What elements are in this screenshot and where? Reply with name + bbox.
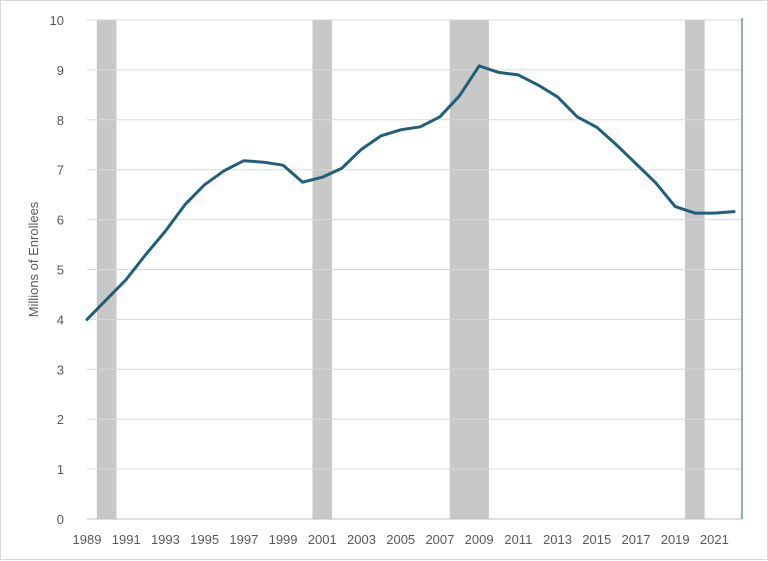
y-axis-ticks: 0 1 2 3 4 5 6 7 8 9 10	[50, 13, 64, 527]
x-tick-label-2011: 2011	[504, 532, 532, 547]
x-tick-label-1989: 1989	[73, 532, 102, 547]
x-tick-label-2005: 2005	[386, 532, 415, 547]
x-tick-label-2013: 2013	[543, 532, 572, 547]
y-tick-label-7: 7	[57, 163, 64, 178]
y-tick-label-10: 10	[50, 13, 64, 28]
x-tick-label-2021: 2021	[700, 532, 729, 547]
y-tick-label-3: 3	[57, 362, 64, 377]
x-tick-label-1991: 1991	[112, 532, 141, 547]
x-tick-label-1997: 1997	[229, 532, 258, 547]
x-tick-label-2015: 2015	[582, 532, 611, 547]
y-tick-label-0: 0	[57, 512, 64, 527]
y-tick-label-1: 1	[57, 462, 64, 477]
series-line-enrollees	[85, 64, 736, 321]
axes	[87, 18, 743, 520]
x-tick-label-2017: 2017	[622, 532, 651, 547]
x-tick-label-1993: 1993	[151, 532, 180, 547]
x-tick-label-2009: 2009	[465, 532, 494, 547]
x-tick-label-2007: 2007	[425, 532, 454, 547]
y-tick-label-8: 8	[57, 113, 64, 128]
y-tick-label-9: 9	[57, 63, 64, 78]
y-axis-label: Millions of Enrollees	[26, 201, 41, 317]
x-tick-label-2003: 2003	[347, 532, 376, 547]
x-tick-label-1995: 1995	[190, 532, 219, 547]
gridlines	[87, 19, 742, 470]
x-axis-ticks: 1989 1991 1993 1995 1997 1999 2001 2003 2005 2007…	[73, 532, 729, 547]
recession-bands	[96, 20, 705, 519]
x-tick-label-1999: 1999	[269, 532, 298, 547]
series	[85, 64, 736, 321]
y-tick-label-5: 5	[57, 263, 64, 278]
x-tick-label-2001: 2001	[308, 532, 337, 547]
y-tick-label-6: 6	[57, 213, 64, 228]
x-tick-label-2019: 2019	[661, 532, 690, 547]
y-tick-label-4: 4	[57, 312, 64, 327]
y-tick-label-2: 2	[57, 412, 64, 427]
